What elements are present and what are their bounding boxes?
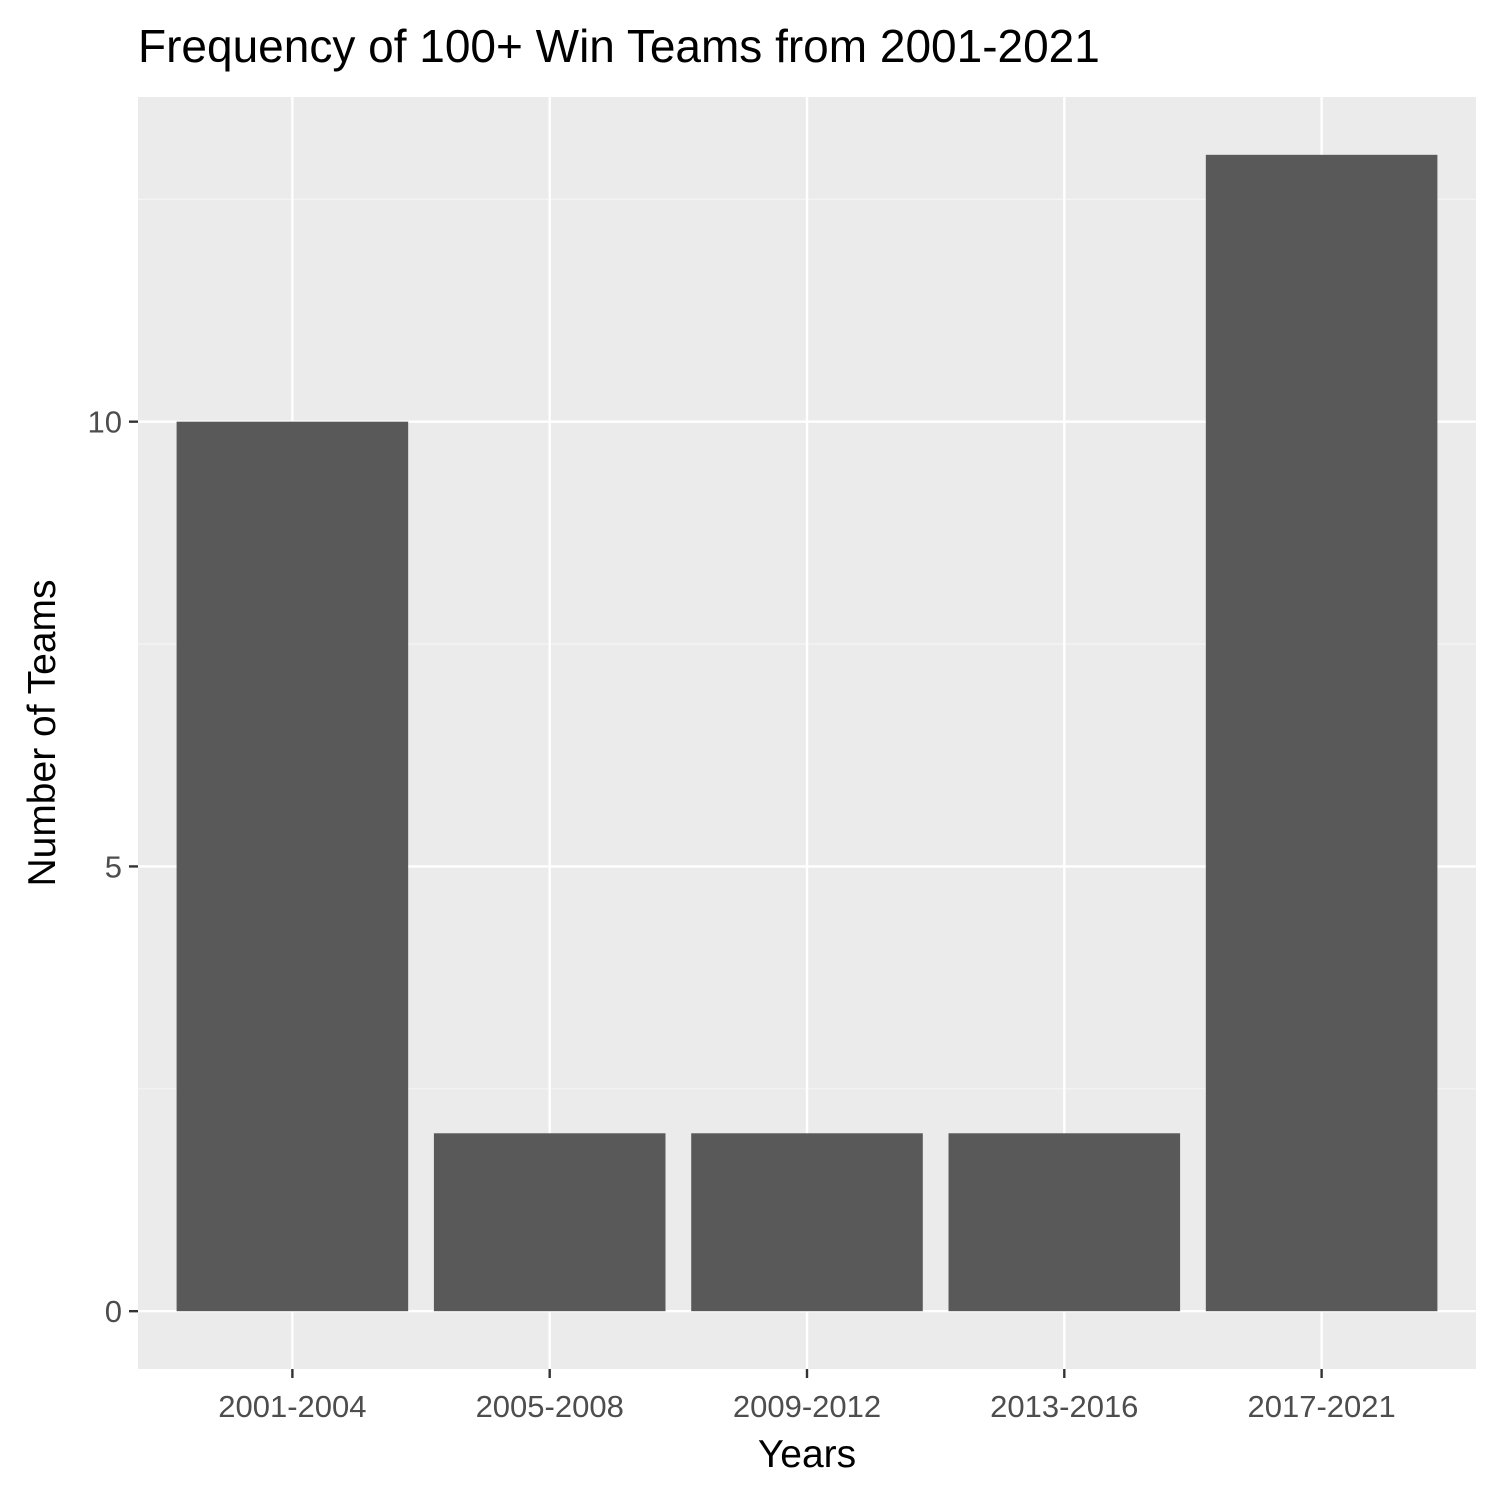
bar-2009-2012 (691, 1133, 923, 1312)
chart-title: Frequency of 100+ Win Teams from 2001-20… (138, 20, 1100, 72)
x-tick-label: 2009-2012 (733, 1389, 881, 1424)
bars (176, 154, 1438, 1312)
x-axis-title: Years (758, 1433, 856, 1476)
bar-2013-2016 (948, 1133, 1181, 1312)
y-tick-label: 5 (105, 849, 122, 884)
x-tick-label: 2017-2021 (1247, 1389, 1395, 1424)
x-axis: 2001-2004 2005-2008 2009-2012 2013-2016 2017… (218, 1369, 1396, 1424)
bar-2017-2021 (1205, 154, 1438, 1312)
y-axis-title: Number of Teams (21, 579, 64, 886)
x-tick-label: 2001-2004 (218, 1389, 366, 1424)
x-tick-label: 2005-2008 (476, 1389, 624, 1424)
bar-2001-2004 (176, 421, 409, 1312)
y-axis: 0 5 10 (88, 405, 138, 1329)
bar-2005-2008 (433, 1133, 666, 1312)
y-tick-label: 0 (105, 1294, 122, 1329)
y-tick-label: 10 (88, 405, 122, 440)
x-tick-label: 2013-2016 (990, 1389, 1138, 1424)
